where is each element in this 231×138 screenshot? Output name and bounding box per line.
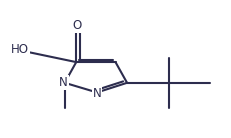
Text: HO: HO <box>11 43 29 56</box>
Text: N: N <box>59 76 68 89</box>
Text: O: O <box>73 19 82 32</box>
Text: N: N <box>93 87 101 100</box>
